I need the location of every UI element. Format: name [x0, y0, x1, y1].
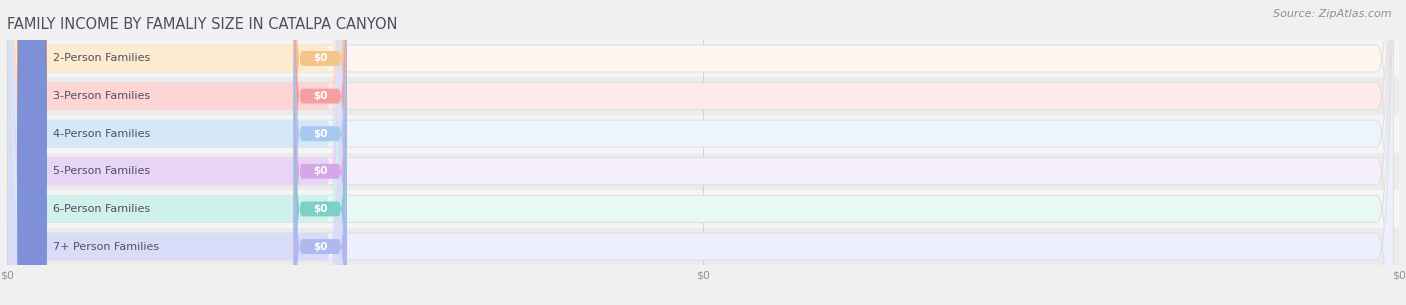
FancyBboxPatch shape: [294, 0, 347, 305]
FancyBboxPatch shape: [294, 0, 347, 305]
Text: 6-Person Families: 6-Person Families: [53, 204, 150, 214]
Text: $0: $0: [314, 129, 328, 139]
FancyBboxPatch shape: [294, 28, 347, 305]
FancyBboxPatch shape: [8, 0, 1393, 305]
FancyBboxPatch shape: [8, 0, 343, 305]
Text: 2-Person Families: 2-Person Families: [53, 53, 150, 63]
Circle shape: [18, 0, 46, 305]
FancyBboxPatch shape: [8, 0, 343, 305]
Circle shape: [18, 0, 46, 305]
Bar: [7, 77, 1399, 115]
Text: 7+ Person Families: 7+ Person Families: [53, 242, 159, 252]
Circle shape: [18, 0, 46, 305]
Circle shape: [18, 0, 46, 305]
FancyBboxPatch shape: [294, 0, 347, 277]
Text: 5-Person Families: 5-Person Families: [53, 166, 150, 176]
FancyBboxPatch shape: [8, 0, 1393, 305]
Text: FAMILY INCOME BY FAMALIY SIZE IN CATALPA CANYON: FAMILY INCOME BY FAMALIY SIZE IN CATALPA…: [7, 16, 398, 31]
Bar: [7, 152, 1399, 190]
FancyBboxPatch shape: [8, 0, 343, 305]
Circle shape: [18, 0, 46, 305]
FancyBboxPatch shape: [294, 0, 347, 305]
Text: $0: $0: [314, 166, 328, 176]
Text: 4-Person Families: 4-Person Families: [53, 129, 150, 139]
Bar: [7, 40, 1399, 77]
Bar: [7, 228, 1399, 265]
Circle shape: [18, 0, 46, 305]
FancyBboxPatch shape: [8, 0, 1393, 305]
FancyBboxPatch shape: [8, 0, 1393, 305]
Text: $0: $0: [314, 242, 328, 252]
Text: 3-Person Families: 3-Person Families: [53, 91, 150, 101]
Bar: [7, 115, 1399, 152]
Text: $0: $0: [314, 91, 328, 101]
FancyBboxPatch shape: [8, 0, 1393, 305]
Text: $0: $0: [314, 204, 328, 214]
FancyBboxPatch shape: [8, 0, 343, 305]
FancyBboxPatch shape: [8, 0, 343, 305]
Text: $0: $0: [314, 53, 328, 63]
Bar: [7, 190, 1399, 228]
FancyBboxPatch shape: [294, 0, 347, 305]
Text: Source: ZipAtlas.com: Source: ZipAtlas.com: [1274, 9, 1392, 19]
FancyBboxPatch shape: [8, 0, 343, 305]
FancyBboxPatch shape: [8, 0, 1393, 305]
